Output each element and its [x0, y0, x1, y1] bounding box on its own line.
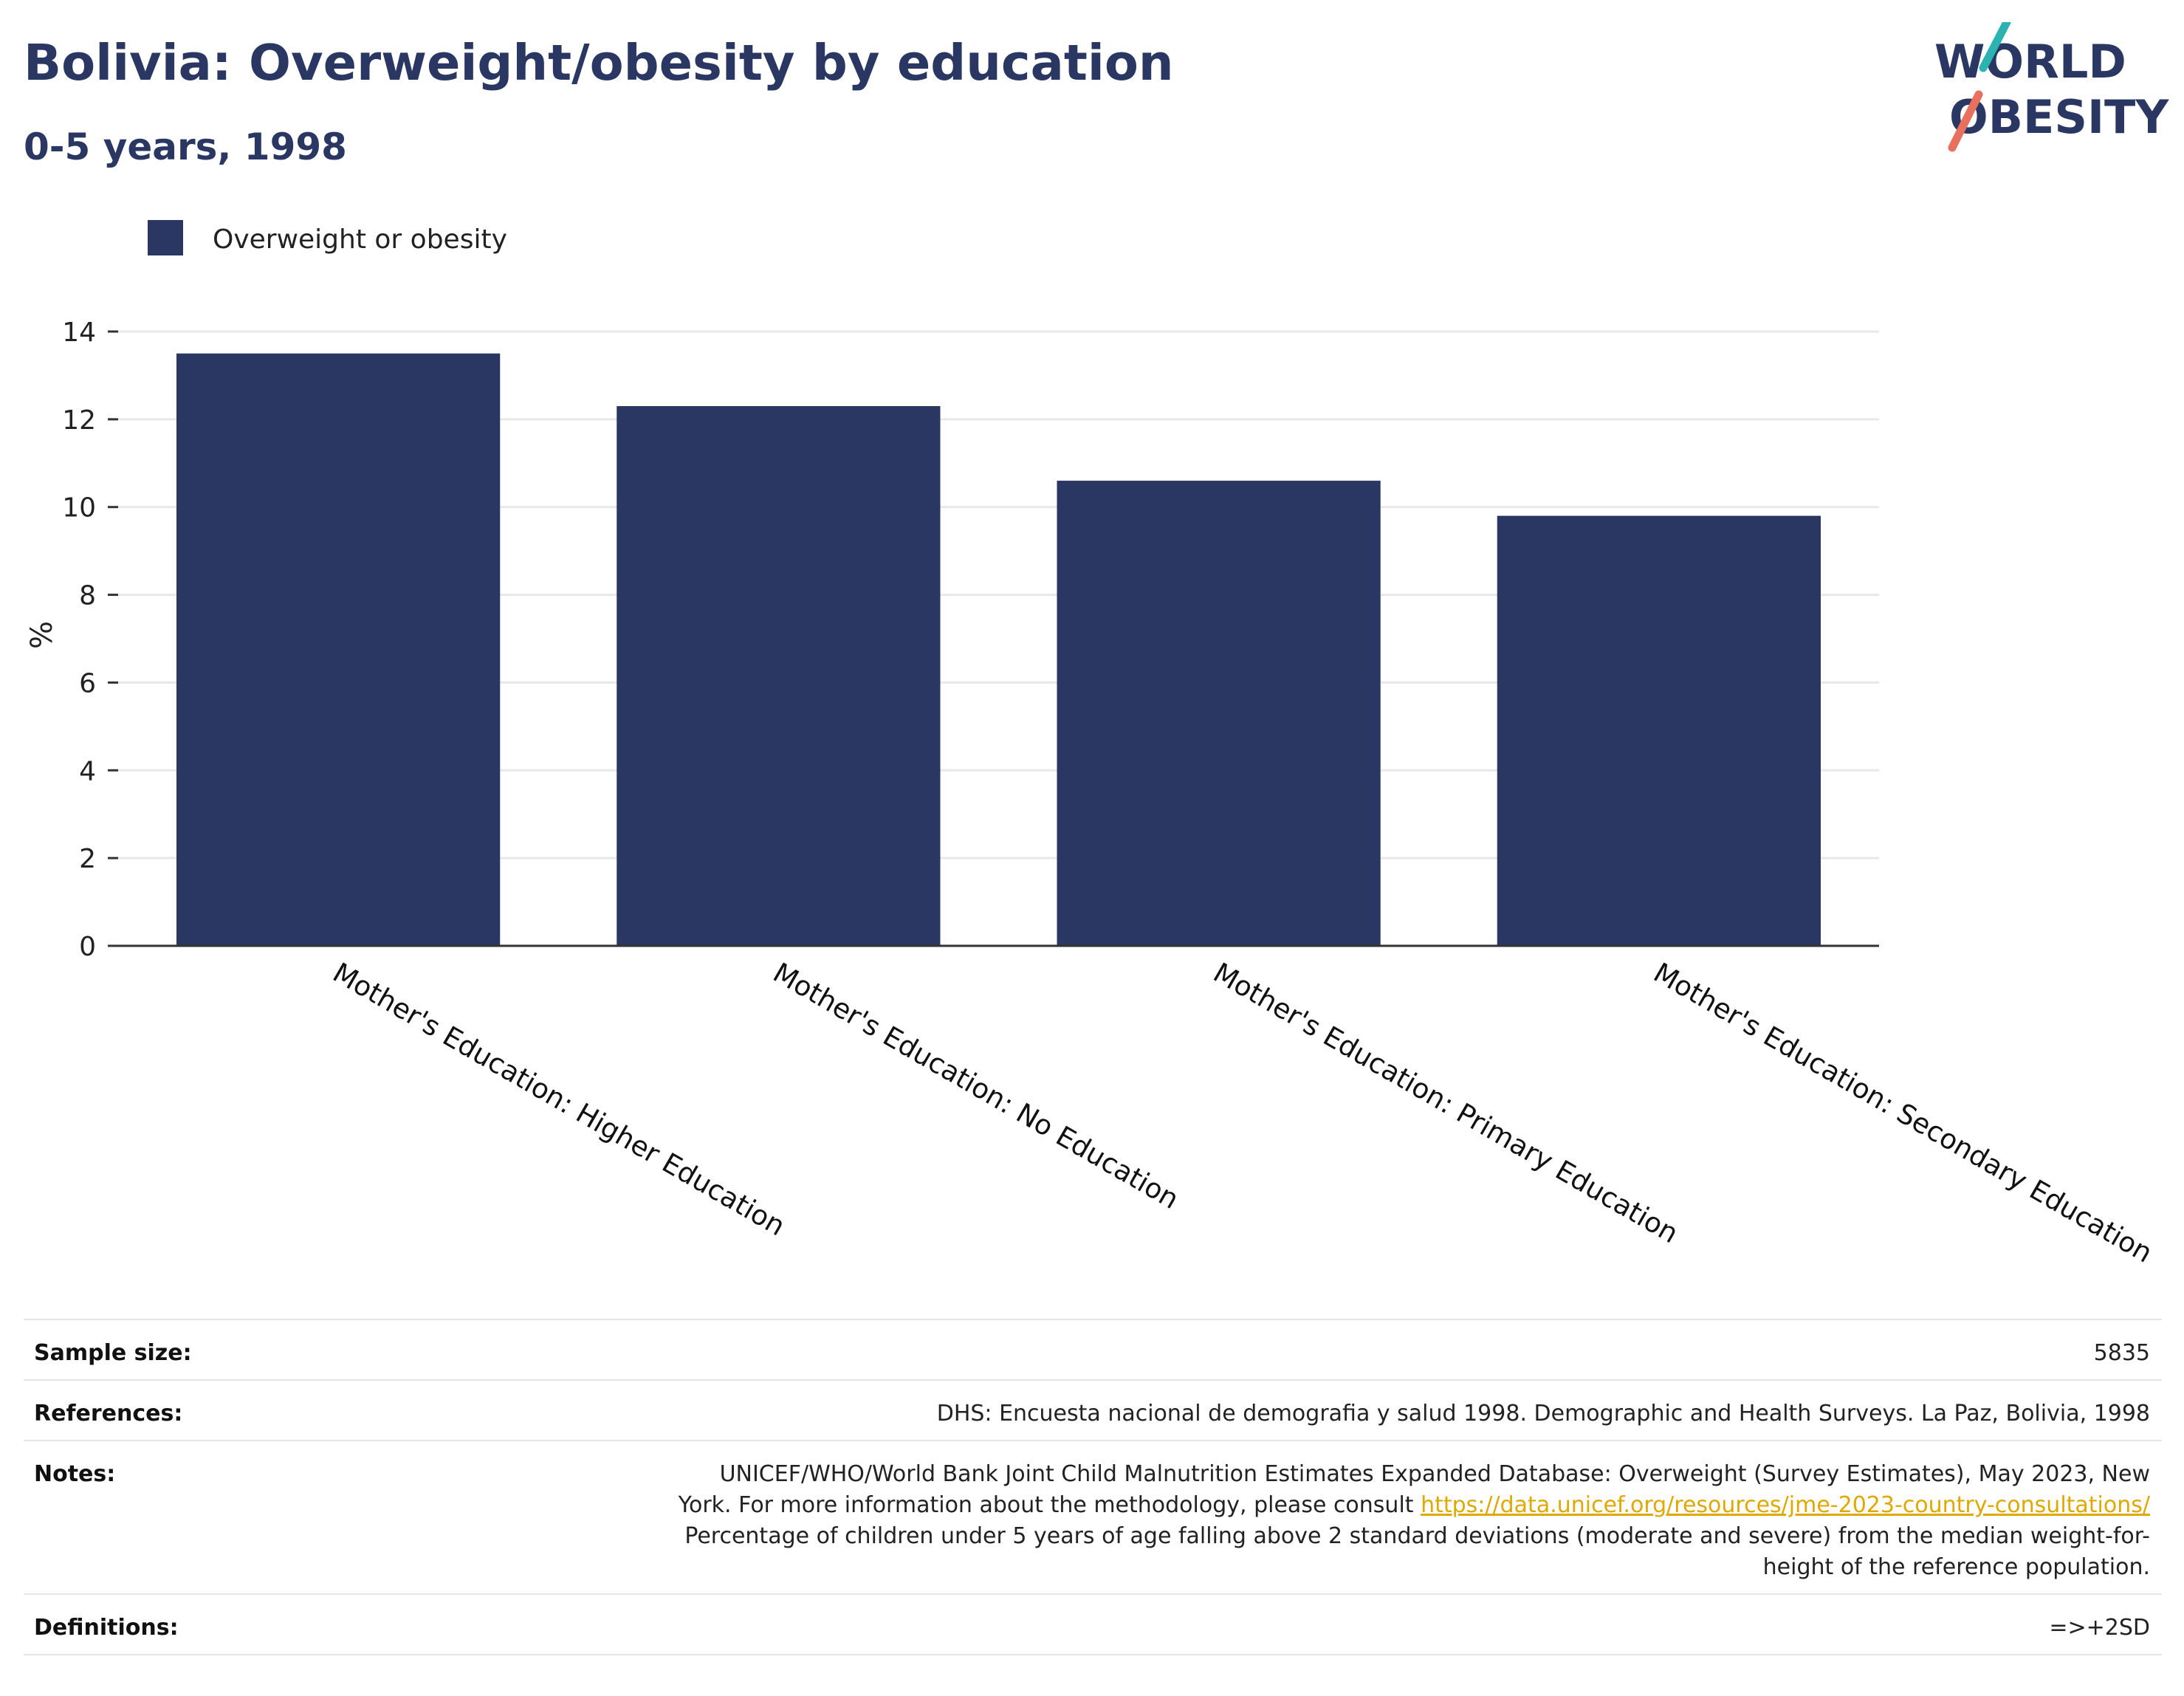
logo-line2: OBESITY — [1949, 90, 2169, 144]
info-table: Sample size: 5835 References: DHS: Encue… — [24, 1319, 2162, 1655]
methodology-link[interactable]: https://data.unicef.org/resources/jme-20… — [1421, 1492, 2150, 1518]
y-tick-label: 6 — [79, 668, 96, 698]
legend-swatch — [148, 220, 183, 255]
references-label: References: — [24, 1379, 344, 1441]
y-tick-label: 2 — [79, 844, 96, 874]
bars — [176, 353, 1821, 946]
definitions-label: Definitions: — [24, 1593, 344, 1655]
chart-legend: Overweight or obesity — [148, 220, 507, 255]
bar-chart: Overweight or obesity % 0 2 4 6 8 10 12 14 Moth… — [25, 220, 2158, 1269]
notes-value: UNICEF/WHO/World Bank Joint Child Malnut… — [344, 1440, 2162, 1594]
y-tick-label: 4 — [79, 756, 96, 786]
bar — [617, 406, 941, 946]
x-tick-label: Mother's Education: Higher Education — [328, 957, 791, 1243]
logo-line1: WORLD — [1934, 35, 2126, 89]
notes-line-2-text: York. For more information about the met… — [678, 1492, 1421, 1518]
y-axis-title: % — [25, 621, 59, 649]
notes-line-1: UNICEF/WHO/World Bank Joint Child Malnut… — [719, 1461, 2150, 1487]
logo-slash-coral — [1948, 90, 1983, 152]
bar — [1057, 481, 1381, 946]
notes-row: Notes: UNICEF/WHO/World Bank Joint Child… — [24, 1440, 2162, 1594]
y-tick-label: 14 — [62, 317, 96, 348]
legend-label: Overweight or obesity — [213, 224, 507, 255]
bar — [176, 353, 501, 946]
y-axis-ticks: 0 2 4 6 8 10 12 14 — [62, 317, 118, 962]
x-tick-label: Mother's Education: Secondary Education — [1648, 957, 2157, 1269]
notes-label: Notes: — [24, 1440, 344, 1594]
x-tick-label: Mother's Education: No Education — [768, 957, 1184, 1215]
definitions-value: =>+2SD — [344, 1593, 2162, 1655]
y-tick-label: 10 — [62, 493, 96, 523]
x-tick-label: Mother's Education: Primary Education — [1208, 957, 1683, 1250]
sample-size-row: Sample size: 5835 — [24, 1319, 2162, 1380]
references-row: References: DHS: Encuesta nacional de de… — [24, 1379, 2162, 1441]
x-axis-labels: Mother's Education: Higher EducationMoth… — [328, 957, 2158, 1269]
bar — [1497, 515, 1821, 946]
notes-line-3: Percentage of children under 5 years of … — [684, 1523, 2150, 1549]
sample-size-label: Sample size: — [24, 1319, 344, 1380]
world-obesity-logo: WORLD OBESITY — [1934, 22, 2169, 152]
notes-line-4: height of the reference population. — [1762, 1554, 2150, 1580]
logo-slash-teal — [1979, 22, 2011, 72]
sample-size-value: 5835 — [344, 1319, 2162, 1380]
y-tick-label: 12 — [62, 405, 96, 436]
chart-title: Bolivia: Overweight/obesity by education — [24, 34, 1174, 92]
references-value: DHS: Encuesta nacional de demografia y s… — [344, 1379, 2162, 1441]
y-tick-label: 8 — [79, 581, 96, 611]
chart-subtitle: 0-5 years, 1998 — [24, 126, 347, 168]
notes-line-2: York. For more information about the met… — [344, 1490, 2150, 1521]
y-tick-label: 0 — [79, 932, 96, 962]
definitions-row: Definitions: =>+2SD — [24, 1593, 2162, 1655]
